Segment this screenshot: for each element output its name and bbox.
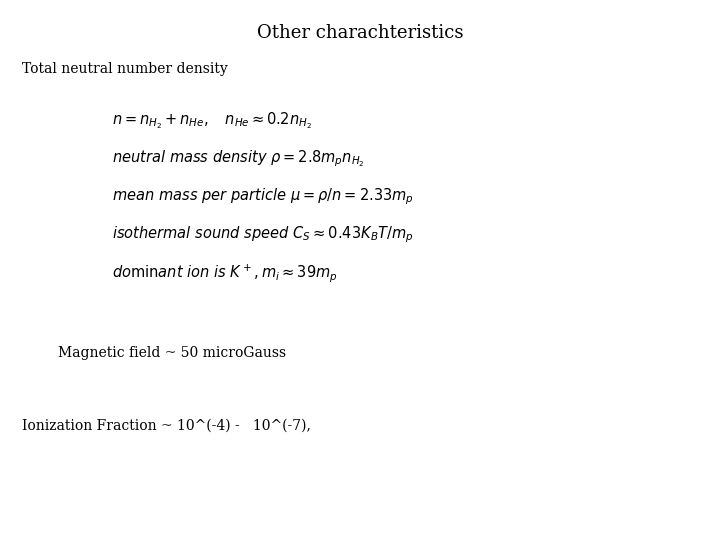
Text: $\mathit{do}\mathrm{min}\mathit{ant\ ion\ is\ }K^+, m_i \approx 39m_p$: $\mathit{do}\mathrm{min}\mathit{ant\ ion… [112, 262, 337, 284]
Text: Ionization Fraction ~ 10^(-4) -   10^(-7),: Ionization Fraction ~ 10^(-4) - 10^(-7), [22, 418, 310, 433]
Text: Magnetic field ~ 50 microGauss: Magnetic field ~ 50 microGauss [58, 346, 286, 360]
Text: $\mathit{neutral\ mass\ density\ }\rho = 2.8m_p n_{H_2}$: $\mathit{neutral\ mass\ density\ }\rho =… [112, 148, 364, 169]
Text: $n = n_{H_2} + n_{He},\quad n_{He} \approx 0.2n_{H_2}$: $n = n_{H_2} + n_{He},\quad n_{He} \appr… [112, 111, 312, 131]
Text: $\mathit{isothermal\ sound\ speed\ }C_S \approx 0.43K_BT/m_p$: $\mathit{isothermal\ sound\ speed\ }C_S … [112, 224, 413, 245]
Text: Total neutral number density: Total neutral number density [22, 62, 228, 76]
Text: Other charachteristics: Other charachteristics [257, 24, 463, 42]
Text: $\mathit{mean\ mass\ per\ particle\ }\mu = \rho/n = 2.33m_p$: $\mathit{mean\ mass\ per\ particle\ }\mu… [112, 186, 413, 207]
